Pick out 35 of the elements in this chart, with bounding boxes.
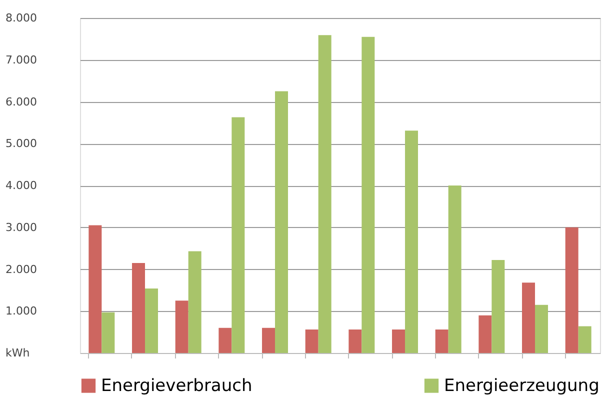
bar <box>435 330 448 353</box>
bar <box>478 315 492 353</box>
bar <box>232 117 245 353</box>
bar <box>188 251 202 353</box>
bar <box>522 282 535 353</box>
bar <box>348 330 362 353</box>
bar <box>262 328 275 353</box>
y-tick-label: kWh <box>6 346 30 360</box>
bar <box>318 35 332 353</box>
bar <box>88 225 102 353</box>
bar <box>405 130 418 353</box>
legend-label: Energieerzeugung <box>444 376 600 396</box>
legend-label: Energieverbrauch <box>101 376 252 396</box>
bar <box>305 330 318 353</box>
bar <box>392 330 405 353</box>
bar <box>175 300 188 353</box>
y-tick-label: 4.000 <box>6 179 37 192</box>
y-tick-label: 6.000 <box>6 95 37 108</box>
y-tick-label: 2.000 <box>6 262 37 276</box>
bar <box>145 288 158 353</box>
bar <box>218 328 232 353</box>
bar <box>362 36 375 353</box>
y-tick-label: 3.000 <box>6 220 37 234</box>
y-tick-label: 8.000 <box>6 12 37 24</box>
y-tick-label: 1.000 <box>6 304 37 318</box>
y-tick-label: 5.000 <box>6 137 37 150</box>
bar <box>565 227 578 353</box>
y-tick-label: 7.000 <box>6 53 37 66</box>
bar <box>102 312 115 353</box>
bar <box>578 326 592 353</box>
bar <box>132 262 145 353</box>
bar <box>448 186 462 353</box>
bar <box>492 260 505 353</box>
bar <box>535 304 548 353</box>
bar <box>275 91 288 353</box>
